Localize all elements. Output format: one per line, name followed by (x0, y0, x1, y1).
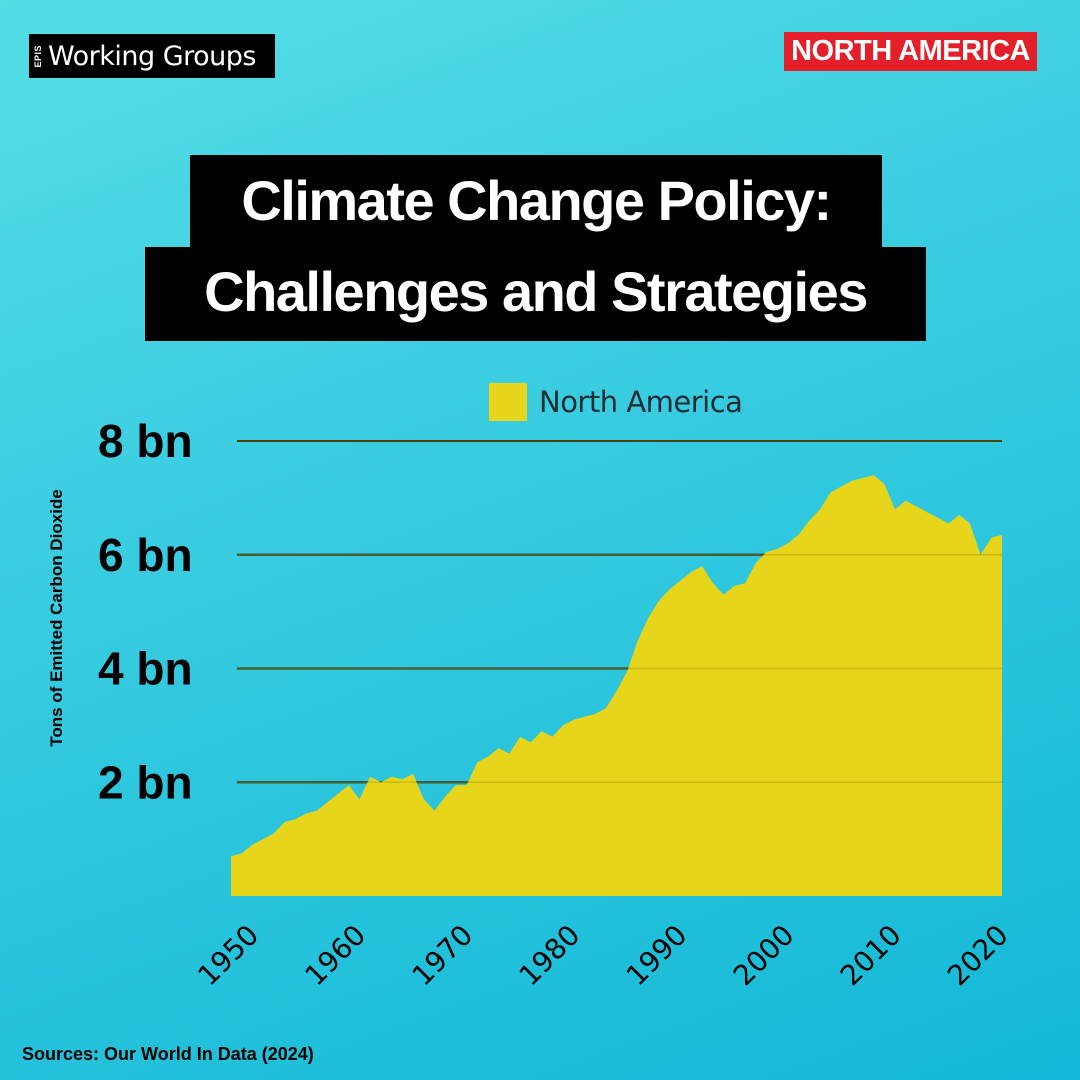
y-tick-label: 2 bn (98, 756, 193, 808)
brand-text: Working Groups (48, 40, 256, 72)
chart-legend: North America (489, 383, 743, 421)
area-layer (231, 440, 1002, 896)
title-line-1: Climate Change Policy: (190, 155, 882, 247)
x-tick-label: 1970 (406, 918, 480, 992)
x-tick-label: 1960 (299, 918, 373, 992)
x-tick-label: 1980 (513, 918, 587, 992)
title-line-2: Challenges and Strategies (145, 247, 926, 341)
brand-logo: EPIS Working Groups (29, 34, 275, 78)
region-badge: NORTH AMERICA (784, 32, 1037, 71)
y-tick-label: 4 bn (98, 643, 193, 695)
x-tick-label: 1950 (191, 918, 265, 992)
source-note: Sources: Our World In Data (2024) (22, 1044, 314, 1064)
series-area-north-america (231, 475, 1002, 896)
title-block: Climate Change Policy: Challenges and St… (0, 0, 1080, 360)
x-tick-label: 2010 (834, 918, 908, 992)
x-tick-layer: 1950 1960 1970 1980 1990 2000 2010 2020 (191, 918, 1014, 992)
x-tick-label: 2000 (727, 918, 801, 992)
legend-swatch (489, 383, 527, 421)
y-tick-label: 6 bn (98, 529, 193, 581)
x-tick-label: 1990 (620, 918, 694, 992)
legend-label: North America (539, 385, 743, 419)
y-tick-label: 8 bn (98, 415, 193, 467)
y-tick-layer: 2 bn 4 bn 6 bn 8 bn (98, 415, 193, 808)
x-tick-label: 2020 (941, 918, 1015, 992)
